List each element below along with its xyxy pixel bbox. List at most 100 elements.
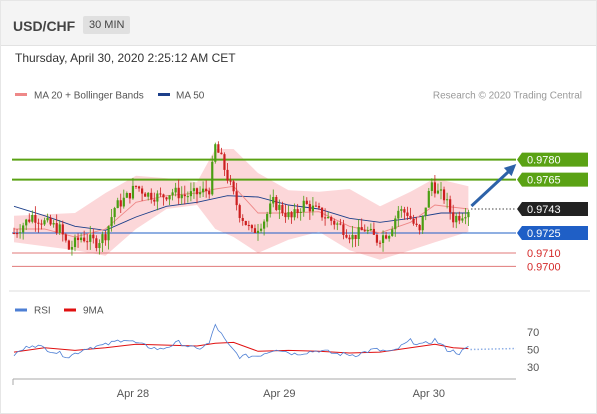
level-tag-bg: [517, 202, 588, 216]
candle-body: [174, 187, 177, 193]
candle-body: [80, 237, 83, 241]
candle-10: [43, 217, 46, 226]
candle-body: [272, 196, 275, 204]
candle-body: [464, 217, 467, 219]
candle-91: [290, 210, 293, 224]
candle-38: [128, 192, 131, 204]
candle-29: [101, 231, 104, 253]
candle-body: [446, 199, 449, 201]
candle-body: [55, 223, 58, 233]
level-tag-3: 0.9725: [517, 226, 588, 240]
candle-3: [22, 222, 25, 240]
candle-117: [369, 223, 372, 232]
candle-body: [421, 215, 424, 231]
candle-111: [351, 225, 354, 248]
candle-66: [214, 142, 217, 164]
chart-legend: MA 20 + Bollinger Bands MA 50 Research ©…: [15, 91, 582, 102]
candle-body: [238, 205, 241, 218]
candle-body: [229, 180, 232, 182]
candle-body: [458, 215, 461, 221]
candle-body: [339, 223, 342, 225]
candle-body: [153, 199, 156, 202]
candle-body: [134, 185, 138, 187]
candle-146: [458, 211, 461, 225]
level-tag-2: 0.9743: [517, 202, 588, 216]
candle-95: [302, 195, 305, 217]
candle-51: [168, 195, 171, 205]
candle-body: [253, 228, 257, 233]
candle-97: [308, 200, 311, 220]
candle-89: [284, 204, 287, 223]
candle-body: [406, 212, 409, 216]
candle-body: [76, 237, 80, 241]
candle-body: [311, 205, 314, 212]
candle-54: [177, 179, 180, 205]
candle-body: [214, 144, 217, 162]
candle-body: [89, 234, 92, 242]
candle-11: [46, 213, 49, 223]
candle-body: [15, 233, 19, 235]
candle-63: [205, 180, 208, 198]
candle-body: [345, 234, 348, 238]
candle-67: [217, 141, 220, 153]
candle-73: [235, 182, 238, 211]
candle-65: [211, 155, 214, 196]
candle-body: [28, 219, 31, 222]
candle-18: [67, 239, 70, 251]
research-credit: Research © 2020 Trading Central: [433, 91, 582, 102]
ma50-legend-label: MA 50: [176, 91, 205, 102]
candle-body: [263, 221, 266, 229]
candle-74: [238, 203, 241, 223]
candle-body: [250, 225, 253, 229]
candle-body: [436, 190, 440, 194]
candle-85: [272, 189, 275, 208]
rsi-legend-swatch: [15, 308, 27, 312]
candle-62: [202, 181, 205, 198]
candle-36: [122, 189, 125, 209]
candle-0: [12, 227, 16, 235]
candle-body: [363, 230, 366, 232]
candle-body: [147, 192, 150, 197]
ma50-legend-swatch: [158, 93, 170, 96]
candle-body: [150, 192, 153, 200]
candle-112: [354, 234, 357, 247]
candle-body: [369, 228, 372, 231]
candle-83: [266, 211, 269, 228]
candle-body: [137, 186, 141, 189]
candle-body: [244, 220, 247, 226]
candle-120: [378, 240, 382, 248]
candle-108: [342, 219, 345, 240]
candle-109: [345, 229, 348, 239]
level-tag-bg: [517, 226, 588, 240]
candle-34: [116, 197, 119, 209]
level-tag-label: 0.9765: [527, 175, 561, 187]
candle-128: [403, 206, 406, 220]
candle-body: [299, 211, 302, 213]
candle-body: [162, 194, 165, 198]
candle-25: [89, 225, 92, 250]
candle-body: [61, 224, 64, 235]
candle-100: [317, 202, 321, 210]
candle-body: [308, 204, 311, 212]
candle-body: [302, 200, 305, 212]
candle-body: [34, 214, 37, 223]
candle-body: [366, 230, 369, 232]
candle-body: [92, 234, 95, 239]
candle-134: [421, 215, 424, 234]
candle-body: [290, 212, 293, 218]
candle-body: [439, 189, 443, 191]
candle-body: [232, 181, 235, 192]
timeframe-badge[interactable]: 30 MIN: [83, 16, 131, 34]
candle-body: [43, 220, 46, 225]
candle-44: [147, 192, 150, 201]
ma9-legend-label: 9MA: [83, 306, 104, 317]
candle-body: [394, 218, 397, 230]
candle-body: [269, 203, 272, 214]
candle-45: [150, 188, 153, 204]
candle-body: [205, 188, 208, 192]
candle-body: [223, 154, 226, 170]
rsi-line: [13, 323, 469, 360]
candle-body: [400, 209, 403, 211]
candle-body: [357, 227, 360, 239]
candle-58: [189, 182, 192, 202]
